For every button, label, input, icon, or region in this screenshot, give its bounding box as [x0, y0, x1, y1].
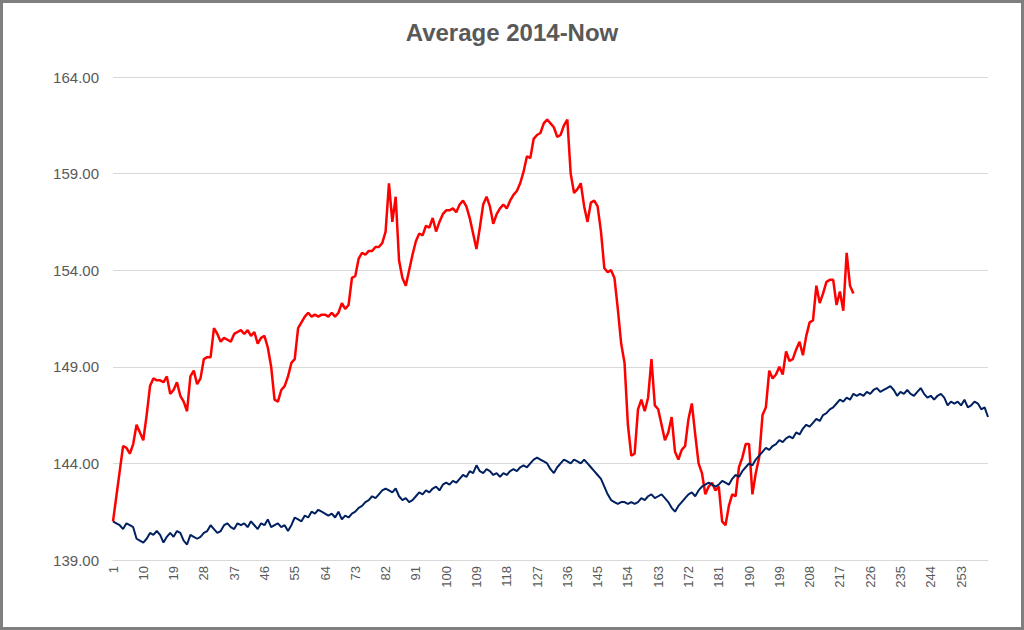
- svg-text:217: 217: [832, 566, 847, 588]
- svg-text:37: 37: [227, 566, 242, 580]
- svg-text:91: 91: [408, 566, 423, 580]
- svg-text:145: 145: [590, 566, 605, 588]
- svg-text:154.00: 154.00: [53, 262, 99, 279]
- svg-text:144.00: 144.00: [53, 455, 99, 472]
- svg-text:163: 163: [651, 566, 666, 588]
- svg-text:159.00: 159.00: [53, 165, 99, 182]
- svg-text:55: 55: [287, 566, 302, 580]
- svg-text:118: 118: [499, 566, 514, 587]
- svg-text:199: 199: [772, 566, 787, 588]
- svg-text:164.00: 164.00: [53, 69, 99, 86]
- svg-text:Average 2014-Now: Average 2014-Now: [406, 19, 619, 46]
- svg-text:226: 226: [863, 566, 878, 588]
- svg-text:28: 28: [196, 566, 211, 580]
- svg-text:46: 46: [257, 566, 272, 580]
- svg-text:139.00: 139.00: [53, 552, 99, 569]
- svg-text:149.00: 149.00: [53, 358, 99, 375]
- svg-text:1: 1: [106, 566, 121, 573]
- svg-text:19: 19: [166, 566, 181, 580]
- svg-text:208: 208: [802, 566, 817, 588]
- svg-text:100: 100: [439, 566, 454, 588]
- svg-text:181: 181: [711, 566, 726, 588]
- svg-text:127: 127: [530, 566, 545, 588]
- svg-text:190: 190: [742, 566, 757, 588]
- svg-text:253: 253: [954, 566, 969, 588]
- svg-text:64: 64: [318, 566, 333, 580]
- svg-text:10: 10: [136, 566, 151, 580]
- svg-text:136: 136: [560, 566, 575, 588]
- svg-text:73: 73: [348, 566, 363, 580]
- svg-text:172: 172: [681, 566, 696, 588]
- svg-text:244: 244: [923, 566, 938, 588]
- svg-text:109: 109: [469, 566, 484, 588]
- svg-text:154: 154: [620, 566, 635, 588]
- svg-text:235: 235: [893, 566, 908, 588]
- svg-text:82: 82: [378, 566, 393, 580]
